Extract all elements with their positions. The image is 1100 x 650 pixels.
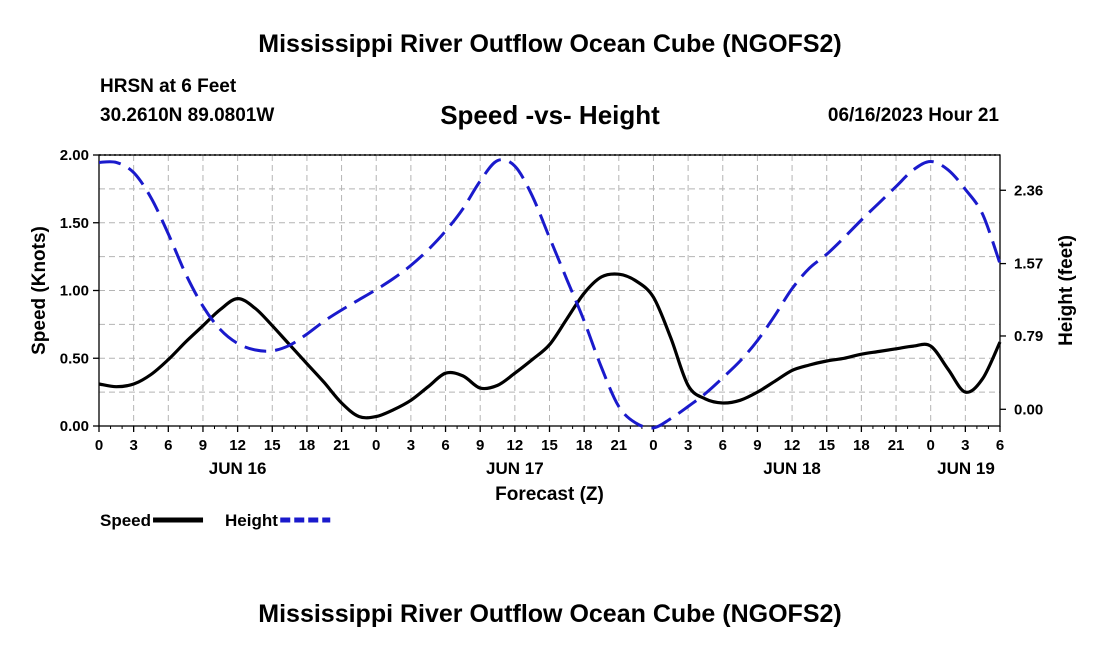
x-tick-label: 0 [649,437,657,454]
station-label: HRSN at 6 Feet [100,76,237,97]
x-tick-label: 12 [229,437,246,454]
x-tick-label: 6 [441,437,449,454]
x-axis-title: Forecast (Z) [495,484,604,505]
x-tick-label: 21 [888,437,905,454]
y-tick-label: 0.50 [60,350,89,367]
x-tick-label: 18 [576,437,593,454]
y2-tick-label: 2.36 [1014,182,1043,199]
x-tick-label: 15 [264,437,281,454]
x-tick-label: 12 [784,437,801,454]
x-tick-label: 18 [299,437,316,454]
station-coordinates: 30.2610N 89.0801W [100,105,275,126]
x-tick-label: 3 [129,437,137,454]
x-tick-label: 0 [95,437,103,454]
date-label: JUN 19 [937,459,995,478]
y-tick-label: 1.50 [60,215,89,232]
chart-subtitle: Speed -vs- Height [440,100,660,130]
x-tick-label: 12 [507,437,524,454]
y-tick-label: 0.00 [60,418,89,435]
x-tick-label: 0 [372,437,380,454]
y-tick-label: 1.00 [60,283,89,300]
y2-tick-label: 0.00 [1014,401,1043,418]
x-tick-label: 6 [719,437,727,454]
x-tick-label: 9 [753,437,761,454]
date-label: JUN 16 [209,459,267,478]
secondary-chart-title: Mississippi River Outflow Ocean Cube (NG… [258,600,842,628]
y2-tick-label: 1.57 [1014,256,1043,273]
height-series-line [98,158,1002,430]
x-tick-label: 15 [818,437,835,454]
x-tick-label: 9 [476,437,484,454]
date-label: JUN 18 [763,459,821,478]
legend-label-speed: Speed [100,511,151,530]
x-tick-label: 9 [199,437,207,454]
speed-series-line [98,272,1002,420]
x-tick-label: 3 [961,437,969,454]
y2-axis-title: Height (feet) [1056,235,1077,346]
x-tick-label: 3 [407,437,415,454]
legend-label-height: Height [225,511,278,530]
x-tick-label: 21 [610,437,627,454]
forecast-timestamp: 06/16/2023 Hour 21 [827,105,999,126]
y-tick-label: 2.00 [60,147,89,164]
x-tick-label: 6 [996,437,1004,454]
x-tick-label: 21 [333,437,350,454]
y-axis-title: Speed (Knots) [29,226,50,355]
y2-tick-label: 0.79 [1014,328,1043,345]
x-tick-label: 15 [541,437,558,454]
x-tick-label: 3 [684,437,692,454]
x-tick-label: 0 [927,437,935,454]
x-tick-label: 18 [853,437,870,454]
date-label: JUN 17 [486,459,544,478]
x-tick-label: 6 [164,437,172,454]
chart-main-title: Mississippi River Outflow Ocean Cube (NG… [258,30,842,58]
